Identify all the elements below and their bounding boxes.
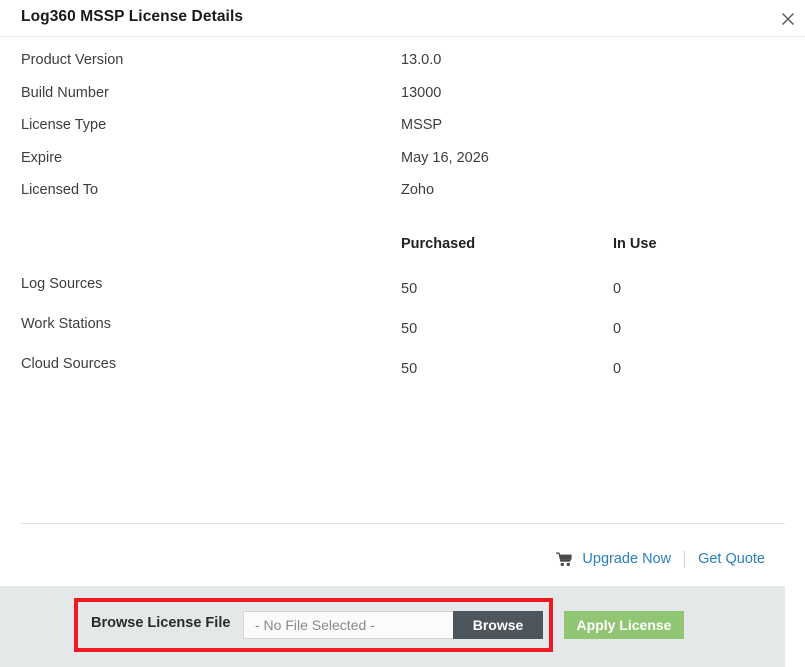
cell-purchased-log-sources: 50 — [401, 281, 418, 297]
row-label-cloud-sources: Cloud Sources — [21, 356, 117, 372]
info-value-expire: May 16, 2026 — [401, 149, 489, 166]
license-file-field[interactable]: - No File Selected - Browse — [243, 611, 543, 639]
row-label-log-sources: Log Sources — [21, 276, 103, 292]
close-icon[interactable] — [777, 8, 799, 30]
cell-purchased-work-stations: 50 — [401, 321, 418, 337]
row-label-work-stations: Work Stations — [21, 316, 111, 332]
table-row: Cloud Sources 50 0 — [0, 356, 805, 396]
info-value-licensed-to: Zoho — [401, 182, 435, 199]
list-item: License Type MSSP — [0, 117, 805, 150]
apply-license-button[interactable]: Apply License — [564, 611, 684, 639]
section-divider — [20, 523, 785, 524]
list-item: Product Version 13.0.0 — [0, 52, 805, 85]
info-label-license-type: License Type — [21, 117, 107, 134]
info-label-product-version: Product Version — [21, 52, 124, 68]
cell-purchased-cloud-sources: 50 — [401, 361, 418, 377]
column-header-purchased: Purchased — [401, 236, 476, 252]
table-header-row: Purchased In Use — [0, 236, 805, 276]
link-divider — [684, 550, 686, 568]
get-quote-link[interactable]: Get Quote — [698, 551, 765, 567]
page-title: Log360 MSSP License Details — [21, 8, 244, 25]
list-item: Expire May 16, 2026 — [0, 150, 805, 183]
info-label-build-number: Build Number — [21, 84, 109, 101]
shopping-cart-icon — [556, 552, 573, 567]
license-file-input[interactable]: - No File Selected - — [243, 611, 453, 639]
info-value-product-version: 13.0.0 — [401, 52, 442, 68]
info-label-expire: Expire — [21, 149, 63, 166]
browse-license-file-label: Browse License File — [91, 615, 231, 631]
cell-in-use-work-stations: 0 — [613, 321, 622, 337]
license-info-list: Product Version 13.0.0 Build Number 1300… — [0, 52, 805, 215]
action-links: Upgrade Now Get Quote — [0, 546, 785, 572]
usage-table: Purchased In Use Log Sources 50 0 Work S… — [0, 236, 805, 396]
list-item: Build Number 13000 — [0, 85, 805, 118]
table-row: Log Sources 50 0 — [0, 276, 805, 316]
highlight-box — [74, 598, 553, 652]
info-label-licensed-to: Licensed To — [21, 182, 99, 199]
info-value-license-type: MSSP — [401, 117, 443, 134]
info-value-build-number: 13000 — [401, 84, 442, 101]
dialog-header: Log360 MSSP License Details — [0, 0, 805, 37]
table-row: Work Stations 50 0 — [0, 316, 805, 356]
upgrade-now-link[interactable]: Upgrade Now — [582, 551, 672, 567]
column-header-in-use: In Use — [613, 236, 657, 252]
cell-in-use-log-sources: 0 — [613, 281, 622, 297]
browse-button[interactable]: Browse — [453, 611, 543, 639]
list-item: Licensed To Zoho — [0, 182, 805, 215]
cell-in-use-cloud-sources: 0 — [613, 361, 622, 377]
